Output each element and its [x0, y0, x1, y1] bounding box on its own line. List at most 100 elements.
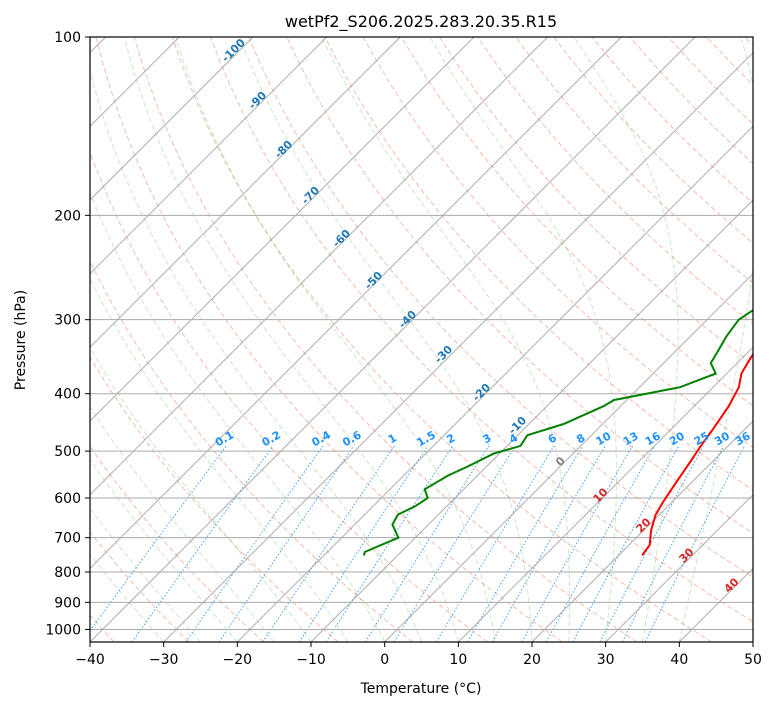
dry-adiabat-label: -100	[219, 36, 248, 65]
y-tick-label: 700	[54, 531, 81, 547]
y-axis-title: Pressure (hPa)	[13, 290, 29, 390]
moist-adiabat	[123, 37, 459, 642]
moist-adiabat	[90, 507, 201, 642]
mixing-ratio-label: 30	[712, 429, 732, 448]
isotherm-line	[90, 37, 696, 642]
x-tick-label: 30	[597, 652, 615, 668]
mixing-ratio-line	[435, 445, 555, 642]
y-tick-label: 200	[54, 208, 81, 224]
mixing-ratio-label: 0.2	[260, 428, 283, 449]
dry-adiabat-label: -90	[246, 89, 269, 112]
moist-adiabat	[678, 37, 753, 642]
mixing-ratio-line	[298, 445, 429, 642]
moist-adiabat	[90, 346, 312, 642]
mixing-ratio-line	[572, 445, 680, 642]
dry-adiabat-label: -30	[432, 343, 455, 366]
mixing-ratio-line	[90, 445, 227, 632]
mixing-ratio-line	[325, 445, 454, 642]
mixing-ratio-label: 1	[386, 431, 399, 446]
moist-adiabat	[90, 68, 422, 642]
dry-adiabat	[400, 37, 753, 407]
dry-adiabat-label: -80	[272, 138, 295, 161]
isotherm-line	[678, 567, 753, 642]
mixing-ratio-label: 10	[594, 429, 614, 448]
y-tick-label: 400	[54, 387, 81, 403]
y-tick-label: 100	[54, 30, 81, 46]
chart-title: wetPf2_S206.2025.283.20.35.R15	[285, 12, 557, 32]
isotherm-line	[90, 37, 328, 275]
y-tick-label: 600	[54, 491, 81, 507]
mixing-ratio-line	[218, 445, 355, 642]
isotherm-line	[605, 493, 753, 642]
moist-adiabat	[429, 37, 617, 642]
dry-adiabat	[171, 37, 712, 642]
dry-adiabat-label: -70	[299, 184, 322, 207]
mixing-ratio-label: 3	[480, 431, 493, 446]
x-tick-label: 20	[523, 652, 541, 668]
mixing-ratio-line	[467, 445, 584, 642]
x-tick-label: −30	[149, 652, 179, 668]
mixing-ratio-label: 16	[643, 429, 663, 448]
isotherm-line	[90, 37, 254, 201]
dry-adiabat-label: -50	[362, 269, 385, 292]
dry-adiabat	[210, 37, 753, 623]
dewpoint-profile	[362, 308, 753, 556]
mixing-ratio-line	[185, 445, 324, 642]
mixing-ratio-line	[599, 445, 704, 642]
mixing-ratio-label: 6	[546, 431, 559, 446]
x-tick-label: 10	[449, 652, 467, 668]
sounding-profiles	[362, 308, 753, 556]
isotherm-line	[384, 272, 753, 642]
mixing-ratio-line	[131, 445, 274, 642]
moist-adiabat	[175, 37, 496, 642]
dry-adiabat	[90, 259, 414, 642]
grid-lines	[90, 37, 753, 642]
dry-adiabat	[438, 37, 753, 366]
x-tick-label: 0	[380, 652, 389, 668]
dry-adiabat-label: -60	[330, 227, 353, 250]
mixing-ratio-line	[491, 445, 606, 642]
temperature-profile	[641, 352, 753, 556]
isotherm-line	[163, 51, 753, 642]
isotherm-line	[90, 37, 401, 349]
moist-adiabat	[573, 37, 679, 642]
isotherm-line	[90, 37, 475, 422]
mixing-ratio-line	[521, 445, 633, 642]
dry-adiabat	[90, 356, 339, 642]
dry-adiabat	[90, 150, 488, 642]
x-axis-title: Temperature (°C)	[360, 681, 482, 697]
isotherm-line	[236, 125, 753, 642]
y-axis-ticks: 100 200 300 400 500 600 700 800 900 1000	[45, 30, 90, 638]
dry-adiabat	[133, 37, 638, 642]
moist-adiabat-label: 30	[677, 545, 697, 565]
moist-adiabat	[90, 191, 386, 642]
x-tick-label: −40	[75, 652, 105, 668]
mixing-ratio-line	[393, 445, 516, 642]
mixing-ratio-label: 0.1	[213, 428, 236, 449]
mixing-ratio-label: 2	[444, 431, 457, 446]
isotherm-line	[90, 37, 622, 570]
isotherm-line	[752, 641, 753, 642]
y-tick-label: 300	[54, 313, 81, 329]
mixing-ratio-line	[364, 445, 490, 642]
isotherm-line	[90, 37, 549, 496]
mixing-ratio-label: 25	[692, 429, 712, 448]
y-tick-label: 1000	[45, 622, 81, 638]
x-axis-ticks: −40 −30 −20 −10 0 10 20 30 40 50	[75, 642, 762, 668]
moist-adiabat	[90, 405, 275, 642]
dry-adiabat	[248, 37, 753, 578]
moist-adiabat	[321, 37, 571, 642]
y-tick-label: 500	[54, 444, 81, 460]
moist-adiabat	[90, 458, 238, 642]
x-tick-label: 50	[744, 652, 762, 668]
dry-adiabat	[706, 37, 753, 86]
y-tick-label: 900	[54, 595, 81, 611]
background-reference-lines	[90, 37, 753, 642]
dry-adiabat	[744, 37, 753, 47]
dry-adiabat-label: -40	[396, 308, 419, 331]
y-tick-label: 800	[54, 565, 81, 581]
dry-adiabat	[95, 37, 563, 642]
dry-adiabat	[90, 445, 264, 642]
mixing-ratio-label: 8	[574, 431, 587, 446]
